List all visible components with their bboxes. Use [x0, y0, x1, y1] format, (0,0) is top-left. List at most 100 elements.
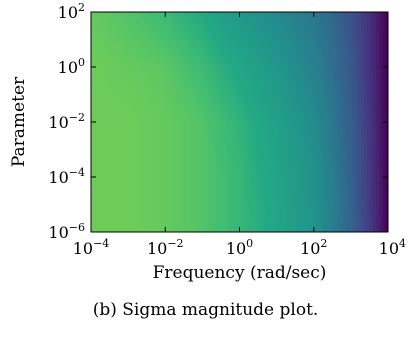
heatmap-cell — [298, 152, 302, 157]
heatmap-cell — [331, 120, 335, 125]
heatmap-cell — [196, 148, 200, 153]
heatmap-cell — [238, 120, 242, 125]
heatmap-cell — [127, 52, 131, 57]
heatmap-cell — [373, 32, 377, 37]
heatmap-cell — [94, 152, 98, 157]
heatmap-cell — [352, 108, 356, 113]
heatmap-cell — [166, 156, 170, 161]
heatmap-cell — [247, 20, 251, 25]
heatmap-cell — [361, 80, 365, 85]
heatmap-cell — [352, 204, 356, 209]
heatmap-cell — [181, 184, 185, 189]
heatmap-cell — [286, 156, 290, 161]
heatmap-cell — [346, 84, 350, 89]
heatmap-cell — [205, 144, 209, 149]
heatmap-cell — [334, 60, 338, 65]
heatmap-cell — [157, 28, 161, 33]
heatmap-cell — [133, 144, 137, 149]
heatmap-cell — [295, 152, 299, 157]
heatmap-cell — [376, 72, 380, 77]
heatmap-cell — [190, 88, 194, 93]
heatmap-cell — [184, 44, 188, 49]
heatmap-cell — [256, 96, 260, 101]
heatmap-cell — [145, 24, 149, 29]
heatmap-cell — [331, 160, 335, 165]
heatmap-cell — [292, 48, 296, 53]
heatmap-cell — [142, 36, 146, 41]
heatmap-cell — [313, 188, 317, 193]
heatmap-cell — [106, 212, 110, 217]
heatmap-cell — [151, 156, 155, 161]
heatmap-cell — [352, 120, 356, 125]
heatmap-cell — [304, 92, 308, 97]
heatmap-cell — [157, 48, 161, 53]
heatmap-cell — [307, 140, 311, 145]
heatmap-cell — [97, 156, 101, 161]
heatmap-cell — [247, 112, 251, 117]
heatmap-cell — [376, 20, 380, 25]
heatmap-cell — [130, 84, 134, 89]
heatmap-cell — [328, 180, 332, 185]
heatmap-cell — [163, 140, 167, 145]
heatmap-cell — [136, 128, 140, 133]
heatmap-cell — [304, 108, 308, 113]
heatmap-cell — [238, 136, 242, 141]
heatmap-cell — [142, 156, 146, 161]
heatmap-cell — [115, 52, 119, 57]
heatmap-cell — [253, 168, 257, 173]
heatmap-cell — [334, 100, 338, 105]
heatmap-cell — [181, 96, 185, 101]
heatmap-cell — [124, 104, 128, 109]
heatmap-cell — [310, 116, 314, 121]
heatmap-cell — [196, 76, 200, 81]
heatmap-cell — [169, 116, 173, 121]
heatmap-cell — [190, 68, 194, 73]
heatmap-cell — [358, 40, 362, 45]
heatmap-cell — [343, 96, 347, 101]
heatmap-cell — [292, 152, 296, 157]
heatmap-cell — [256, 208, 260, 213]
heatmap-cell — [331, 88, 335, 93]
heatmap-cell — [307, 164, 311, 169]
heatmap-cell — [94, 140, 98, 145]
heatmap-cell — [157, 92, 161, 97]
heatmap-cell — [184, 52, 188, 57]
heatmap-cell — [232, 132, 236, 137]
heatmap-cell — [379, 208, 383, 213]
heatmap-cell — [244, 68, 248, 73]
heatmap-cell — [205, 164, 209, 169]
heatmap-cell — [310, 56, 314, 61]
heatmap-cell — [331, 56, 335, 61]
heatmap-cell — [259, 180, 263, 185]
heatmap-cell — [121, 44, 125, 49]
heatmap-cell — [94, 148, 98, 153]
heatmap-cell — [94, 64, 98, 69]
heatmap-cell — [214, 68, 218, 73]
heatmap-cell — [109, 196, 113, 201]
heatmap-cell — [268, 40, 272, 45]
heatmap-cell — [232, 32, 236, 37]
heatmap-cell — [271, 192, 275, 197]
heatmap-cell — [268, 84, 272, 89]
heatmap-cell — [94, 196, 98, 201]
heatmap-cell — [253, 36, 257, 41]
heatmap-cell — [259, 104, 263, 109]
heatmap-cell — [337, 116, 341, 121]
heatmap-cell — [289, 132, 293, 137]
heatmap-cell — [382, 36, 386, 41]
heatmap-cell — [232, 168, 236, 173]
heatmap-cell — [376, 164, 380, 169]
heatmap-cell — [259, 128, 263, 133]
heatmap-cell — [130, 184, 134, 189]
heatmap-cell — [202, 68, 206, 73]
heatmap-cell — [241, 196, 245, 201]
heatmap-cell — [376, 196, 380, 201]
heatmap-cell — [355, 68, 359, 73]
heatmap-cell — [352, 40, 356, 45]
heatmap-cell — [355, 168, 359, 173]
heatmap-cell — [103, 16, 107, 21]
heatmap-cell — [277, 160, 281, 165]
heatmap-cell — [340, 28, 344, 33]
heatmap-cell — [145, 80, 149, 85]
heatmap-cell — [160, 80, 164, 85]
